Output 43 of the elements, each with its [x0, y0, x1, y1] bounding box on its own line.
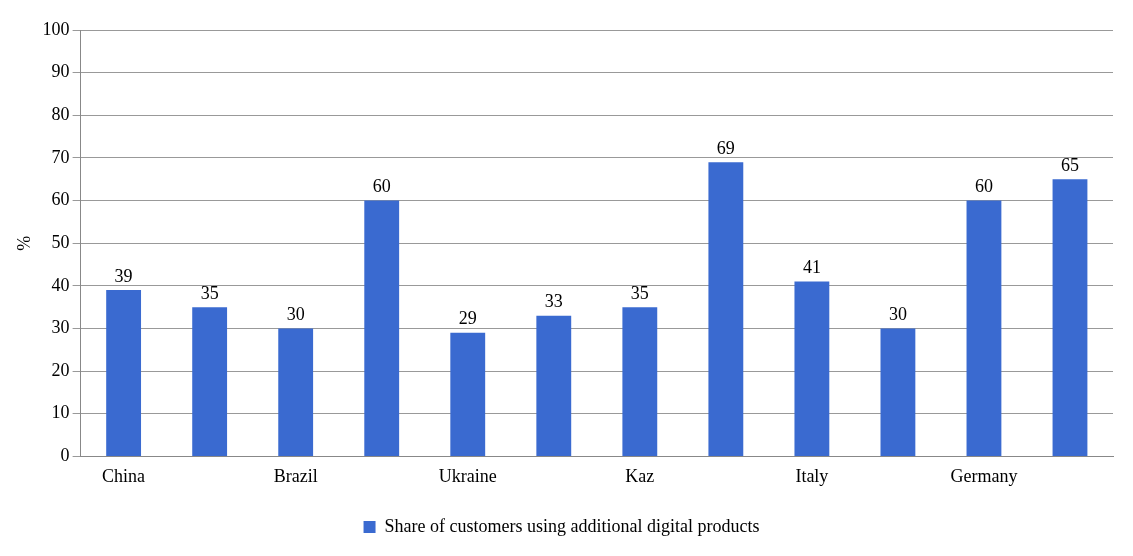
bar	[106, 290, 142, 456]
data-label: 30	[286, 304, 305, 325]
bar	[1052, 179, 1088, 456]
data-label: 39	[114, 265, 133, 286]
bar	[708, 162, 744, 456]
data-label: 69	[716, 137, 735, 158]
data-label: 65	[1060, 154, 1079, 175]
data-label: 30	[888, 304, 907, 325]
y-tick-label: 90	[51, 61, 70, 82]
y-tick-label: 10	[51, 402, 70, 423]
data-label: 35	[630, 282, 649, 303]
y-tick-label: 50	[51, 231, 70, 252]
y-tick-label: 70	[51, 146, 70, 167]
data-label: 41	[802, 257, 821, 278]
bar	[536, 315, 572, 456]
data-label: 60	[372, 176, 391, 197]
data-label: 33	[544, 291, 563, 312]
y-axis-title: %	[13, 235, 34, 251]
bar	[880, 328, 916, 456]
bar	[450, 332, 486, 456]
bar	[622, 307, 658, 456]
bar	[364, 200, 400, 456]
bar	[794, 281, 830, 456]
legend-label: Share of customers using additional digital products	[384, 515, 760, 536]
data-label: 29	[458, 308, 477, 329]
y-tick-label: 80	[51, 104, 70, 125]
data-label: 35	[200, 282, 219, 303]
bar	[278, 328, 314, 456]
y-tick-label: 20	[51, 359, 70, 380]
y-tick-label: 0	[60, 445, 70, 466]
bar	[966, 200, 1002, 456]
bar	[192, 307, 228, 456]
x-tick-label: Brazil	[273, 465, 318, 486]
y-tick-label: 60	[51, 189, 70, 210]
x-tick-label: Germany	[950, 465, 1018, 486]
x-tick-label: Ukraine	[438, 465, 497, 486]
x-tick-label: Kaz	[625, 465, 655, 486]
x-tick-label: China	[102, 465, 146, 486]
data-label: 60	[974, 176, 993, 197]
y-tick-label: 40	[51, 274, 70, 295]
y-tick-label: 100	[42, 18, 70, 39]
x-tick-label: Italy	[795, 465, 829, 486]
y-tick-label: 30	[51, 317, 70, 338]
